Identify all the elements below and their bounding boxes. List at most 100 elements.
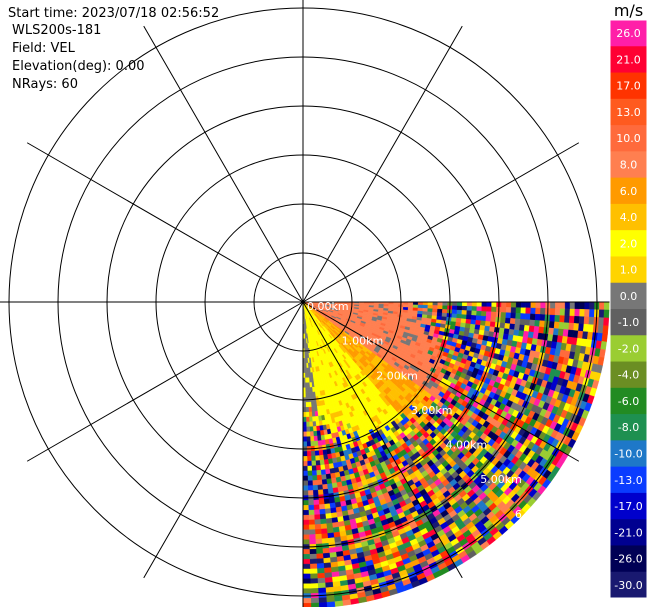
velocity-cell [302, 524, 310, 531]
colorbar-tick-label: 10.0 [616, 132, 641, 145]
velocity-cell [550, 301, 556, 309]
velocity-cell [314, 528, 322, 535]
velocity-cell [530, 307, 536, 315]
velocity-cell [318, 499, 325, 505]
velocity-cell [312, 430, 318, 437]
velocity-cell [554, 314, 561, 323]
velocity-cell [310, 602, 320, 607]
velocity-cell [317, 440, 323, 447]
velocity-cell [309, 573, 318, 580]
velocity-cell [316, 469, 322, 476]
velocity-cell [574, 308, 581, 317]
velocity-cell [315, 553, 324, 560]
velocity-cell [486, 306, 492, 313]
colorbar-swatch [610, 571, 647, 599]
velocity-cell [554, 308, 561, 316]
velocity-cell [308, 411, 313, 418]
velocity-cell [307, 465, 313, 472]
velocity-cell [318, 503, 326, 510]
velocity-cell [491, 306, 497, 313]
velocity-cell [325, 586, 334, 593]
velocity-cell [461, 301, 468, 307]
velocity-cell [432, 308, 438, 313]
velocity-cell [437, 308, 443, 314]
velocity-cell [553, 321, 560, 330]
colorbar-tick-label: 26.0 [616, 27, 641, 40]
velocity-cell [315, 548, 324, 555]
velocity-cell [314, 533, 322, 540]
colorbar-swatch [610, 335, 647, 363]
velocity-cell [549, 314, 556, 323]
velocity-cell [309, 426, 314, 432]
colorbar-swatch [610, 387, 647, 415]
azimuth-spoke [26, 142, 304, 303]
velocity-cell [481, 306, 487, 312]
velocity-cell [308, 514, 315, 521]
colorbar-tick-label: -30.0 [614, 579, 642, 592]
velocity-cell [313, 499, 320, 506]
velocity-cell [302, 578, 311, 584]
velocity-cell [499, 322, 506, 329]
colorbar-swatch [610, 545, 647, 573]
velocity-cell [510, 307, 517, 314]
velocity-cell [310, 450, 316, 457]
colorbar-swatch [610, 492, 647, 520]
velocity-cell [302, 519, 310, 526]
velocity-cell [599, 348, 606, 359]
velocity-cell [310, 597, 320, 604]
velocity-cell [432, 301, 439, 306]
velocity-cell [308, 504, 315, 511]
colorbar-tick-label: -2.0 [618, 342, 639, 355]
velocity-cell [308, 406, 312, 413]
velocity-cell [311, 411, 316, 418]
velocity-cell [441, 309, 448, 314]
velocity-cell [319, 518, 327, 525]
velocity-cell [475, 315, 482, 321]
range-label: 6 [515, 508, 522, 521]
velocity-cell [302, 588, 311, 594]
instrument-label: WLS200s-181 [12, 23, 102, 38]
velocity-cell [307, 490, 314, 496]
range-labels: 0.00km 1.00km 2.00km 3.00km 4.00km 5.00km 6 [307, 300, 522, 521]
velocity-cell [327, 537, 335, 544]
velocity-cell [312, 421, 317, 427]
velocity-cell [417, 304, 424, 309]
velocity-cell [579, 301, 585, 310]
velocity-cell [317, 484, 323, 491]
velocity-cell [302, 529, 310, 536]
velocity-cell [539, 320, 546, 328]
velocity-cell [480, 320, 486, 327]
azimuth-spoke [143, 25, 304, 303]
velocity-cell [504, 317, 511, 325]
colorbar-swatch [610, 20, 647, 47]
velocity-cell [321, 483, 328, 490]
velocity-cell [317, 577, 326, 584]
velocity-cell [305, 406, 310, 413]
velocity-cell [308, 401, 312, 408]
velocity-cell [460, 318, 467, 324]
velocity-cell [471, 310, 477, 316]
velocity-cell [519, 318, 526, 326]
velocity-cell [302, 436, 307, 442]
velocity-cell [510, 301, 517, 308]
velocity-cell [315, 538, 323, 545]
velocity-cell [313, 440, 319, 447]
velocity-cell [525, 313, 531, 321]
velocity-cell [539, 314, 546, 322]
colorbar: 26.0 21.0 17.0 13.0 10.0 8.0 6.0 4.0 2.0 1.0 0.0 -1… [609, 1, 647, 599]
velocity-cell [302, 568, 311, 575]
velocity-cell [309, 563, 318, 570]
velocity-cell [603, 317, 610, 327]
velocity-cell [573, 315, 580, 324]
velocity-cell [316, 558, 324, 565]
velocity-cell [316, 479, 323, 486]
colorbar-unit-label: m/s [614, 1, 643, 20]
velocity-cell [535, 307, 541, 315]
colorbar-swatch [610, 282, 647, 310]
velocity-cell [597, 325, 604, 334]
velocity-cell [563, 322, 570, 331]
velocity-cell [304, 387, 308, 393]
velocity-cell [388, 303, 394, 307]
velocity-cell [560, 301, 566, 310]
velocity-cell [427, 308, 433, 313]
